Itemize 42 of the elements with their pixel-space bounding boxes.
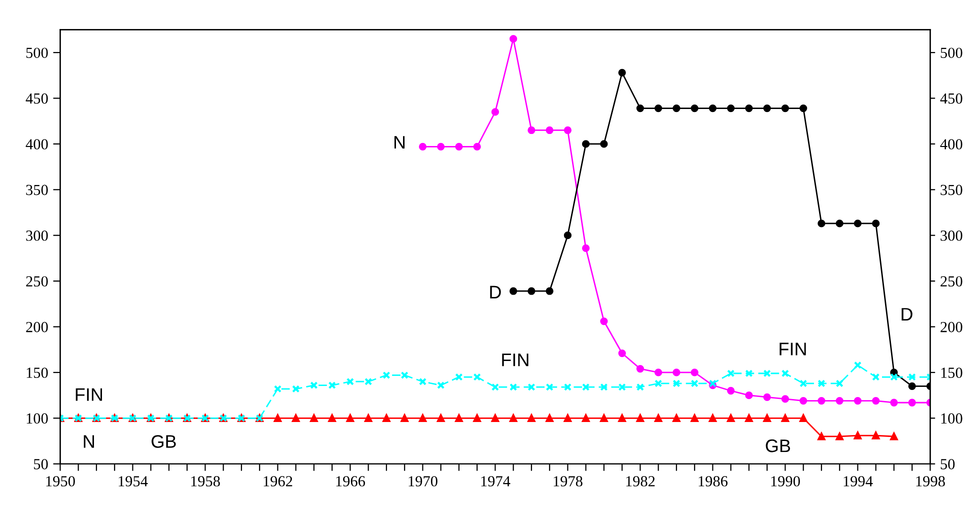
x-tick-label: 1990: [771, 476, 800, 486]
annotation: GB: [766, 439, 790, 452]
y-tick-label: 200: [26, 322, 48, 332]
y2-tick-label: 100: [941, 413, 962, 424]
y-tick-label: 250: [26, 276, 48, 287]
x-tick-label: 1998: [916, 476, 945, 486]
y2-tick-label: 450: [940, 93, 962, 104]
y-tick-label: 350: [26, 184, 48, 196]
y2-tick-label: 250: [940, 276, 962, 287]
y-tick-label: 450: [26, 93, 48, 104]
annotation: FIN: [76, 388, 102, 401]
annotation: D: [902, 308, 912, 320]
x-tick-label: 1994: [844, 476, 873, 486]
annotation: FIN: [502, 354, 528, 366]
annotation: N: [394, 136, 405, 149]
y2-tick-label: 50: [940, 459, 955, 470]
x-tick-label: 1970: [408, 476, 438, 486]
x-tick-label: 1982: [626, 476, 655, 486]
y2-tick-label: 500: [940, 48, 962, 58]
x-tick-label: 1978: [554, 476, 582, 486]
x-tick-label: 1954: [118, 476, 148, 486]
y-tick-label: 150: [26, 368, 48, 378]
y-tick-label: 500: [26, 48, 48, 58]
y-tick-label: 50: [34, 459, 48, 470]
annotation: D: [490, 286, 501, 298]
y-tick-label: 100: [26, 413, 48, 424]
y-tick-label: 400: [26, 139, 48, 150]
annotation: GB: [152, 435, 176, 448]
y2-tick-label: 150: [941, 368, 962, 378]
annotation: N: [84, 435, 94, 448]
x-tick-label: 1962: [264, 476, 292, 486]
y2-tick-label: 300: [940, 230, 962, 241]
x-tick-label: 1986: [698, 476, 728, 486]
y2-tick-label: 200: [940, 322, 962, 332]
annotation: FIN: [780, 342, 806, 356]
x-tick-label: 1966: [336, 476, 366, 486]
x-tick-label: 1958: [191, 476, 220, 486]
y2-tick-label: 400: [940, 139, 962, 150]
x-tick-label: 1974: [481, 476, 510, 486]
y2-tick-label: 350: [940, 184, 962, 196]
y-tick-label: 300: [26, 230, 48, 241]
x-tick-label: 1950: [46, 476, 75, 486]
